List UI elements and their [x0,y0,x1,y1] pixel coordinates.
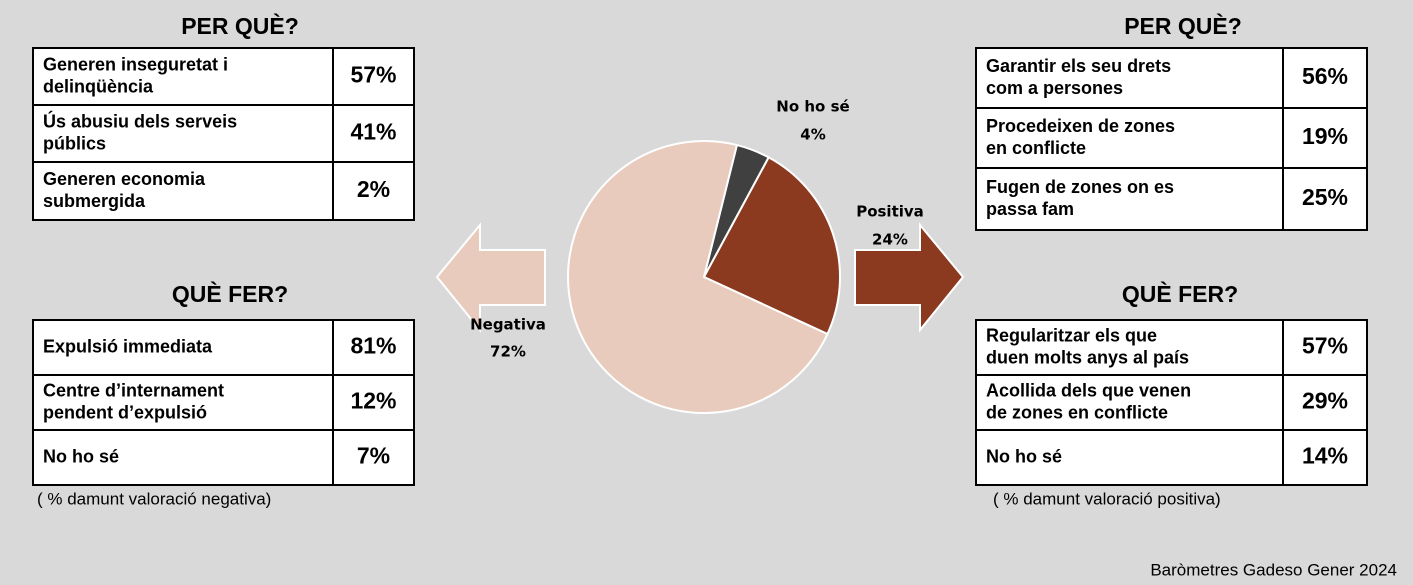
row-label: delinqüència [43,76,154,96]
table-row [32,47,415,106]
row-value: 19% [1302,123,1348,149]
row-value: 57% [350,62,396,88]
table-row [32,161,415,221]
row-label: Regularitzar els que [986,325,1157,345]
slice-value: 72% [490,343,526,361]
table-row [975,319,1368,376]
row-label: públics [43,133,106,153]
pie-slice [567,140,829,414]
table-row [975,429,1368,486]
row-label: Garantir els seu drets [986,56,1171,76]
row-value: 14% [1302,443,1348,469]
row-label: No ho sé [986,446,1062,466]
row-value: 12% [350,388,396,414]
row-label: de zones en conflicte [986,402,1168,422]
table-row [975,47,1368,109]
row-label: Procedeixen de zones [986,116,1175,136]
row-label: Fugen de zones on es [986,177,1174,197]
row-label: Generen inseguretat i [43,54,228,74]
row-value: 81% [350,333,396,359]
negative-arrow [435,222,546,333]
row-label: Acollida dels que venen [986,380,1191,400]
slice-value: 24% [872,231,908,249]
table-title: PER QUÈ? [1124,12,1242,39]
source: Baròmetres Gadeso Gener 2024 [1150,560,1397,579]
row-value: 2% [357,176,390,202]
slice-label: No ho sé [776,98,849,116]
row-label: duen molts anys al país [986,347,1189,367]
slice-label: Negativa [470,316,546,334]
table-note: ( % damunt valoració positiva) [993,489,1221,508]
row-label: en conflicte [986,138,1086,158]
table-row [32,429,415,486]
positive-arrow [854,222,965,333]
row-value: 29% [1302,388,1348,414]
row-value: 7% [357,443,390,469]
pie-slice [702,156,841,336]
row-label: Generen economia [43,169,206,189]
row-value: 57% [1302,333,1348,359]
row-label: com a persones [986,78,1123,98]
slice-label: Positiva [856,203,924,221]
row-label: Centre d’internament [43,380,224,400]
row-label: pendent d’expulsió [43,402,207,422]
table-title: QUÈ FER? [172,280,288,307]
row-value: 56% [1302,63,1348,89]
row-label: submergida [43,191,146,211]
row-label: Expulsió immediata [43,336,213,356]
table-row [32,319,415,376]
table-title: PER QUÈ? [181,12,299,39]
table-row [975,107,1368,169]
row-value: 25% [1302,184,1348,210]
row-label: Ús abusiu dels serveis [43,110,237,131]
row-value: 41% [350,119,396,145]
row-label: No ho sé [43,446,119,466]
table-row [975,167,1368,231]
slice-value: 4% [800,126,825,144]
table-note: ( % damunt valoració negativa) [37,489,271,508]
table-title: QUÈ FER? [1122,280,1238,307]
row-label: passa fam [986,199,1074,219]
table-row [32,374,415,431]
